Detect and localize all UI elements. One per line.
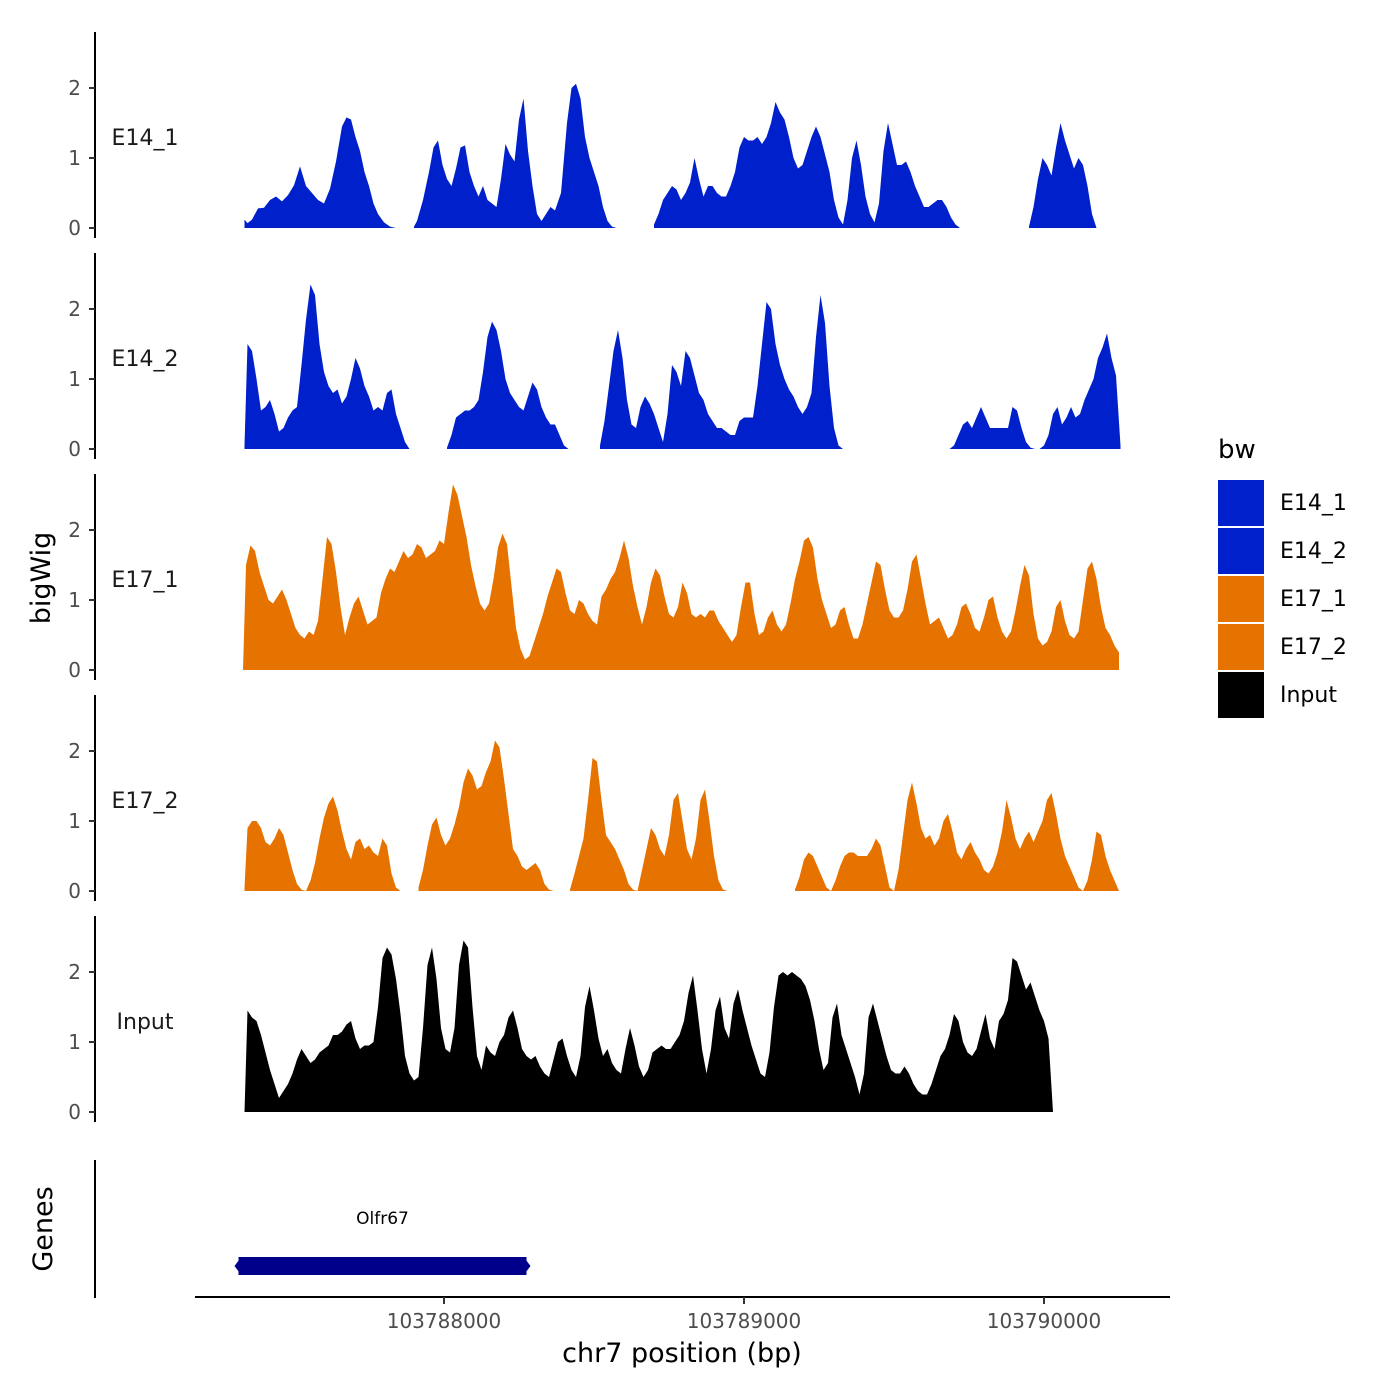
y-tick-label: 0 [68,658,81,682]
track-panels: 0 1 2 E14_1 0 1 2 E14_2 0 1 2 E17_1 0 1 2 E17_2 0 1 2 Input [68,32,1121,1124]
coverage-area-e17_2 [570,758,737,891]
coverage-area-e14_1 [654,102,1019,228]
legend-title: bw [1218,435,1256,465]
track-e14_2: 0 1 2 E14_2 [68,253,1121,461]
coverage-area-e17_2 [244,796,419,891]
y-tick-label: 2 [68,739,81,763]
gene-start-cap [234,1258,241,1274]
x-axis-title: chr7 position (bp) [562,1338,802,1369]
x-tick-label: 103788000 [387,1309,502,1333]
legend-label: E14_2 [1280,539,1347,564]
gene-end-cap [524,1258,531,1274]
coverage-area-e17_2 [418,740,563,891]
track-label: Input [117,1010,174,1035]
track-e17_1: 0 1 2 E17_1 [68,474,1119,682]
x-tick-label: 103789000 [687,1309,802,1333]
track-e17_2: 0 1 2 E17_2 [68,695,1119,903]
coverage-area-e14_2 [846,333,1121,449]
legend-label: E17_2 [1280,635,1347,660]
y-tick-label: 1 [68,146,81,170]
legend-label: E17_1 [1280,587,1347,612]
y-tick-label: 1 [68,809,81,833]
legend: bw E14_1 E14_2 E17_1 E17_2 Input [1218,435,1347,718]
coverage-area-e14_2 [244,284,441,449]
coverage-area-e14_2 [447,321,573,449]
legend-label: Input [1280,683,1337,708]
track-label: E14_1 [112,126,179,151]
coverage-area-e17_2 [795,782,1119,891]
x-ticks: 103788000 103789000 103790000 [387,1297,1102,1333]
coverage-area-e14_2 [600,295,866,449]
gene-label: Olfr67 [356,1209,409,1229]
gene-body [238,1257,527,1275]
y-tick-label: 2 [68,518,81,542]
track-e14_1: 0 1 2 E14_1 [68,32,1097,240]
track-label: E17_2 [112,789,179,814]
y-tick-label: 1 [68,367,81,391]
legend-swatch [1218,528,1264,574]
y-tick-label: 1 [68,588,81,612]
legend-swatch [1218,480,1264,526]
y-tick-label: 0 [68,216,81,240]
y-tick-label: 1 [68,1030,81,1054]
track-label: E14_2 [112,347,179,372]
legend-swatch [1218,624,1264,670]
coverage-area-e14_1 [1029,123,1097,228]
track-label: E17_1 [112,568,179,593]
y-axis-title: bigWig [26,532,57,625]
legend-swatch [1218,672,1264,718]
y-tick-label: 2 [68,297,81,321]
y-tick-label: 0 [68,879,81,903]
legend-label: E14_1 [1280,491,1347,516]
legend-items: E14_1 E14_2 E17_1 E17_2 Input [1218,480,1347,718]
x-tick-label: 103790000 [987,1309,1102,1333]
y-tick-label: 2 [68,960,81,984]
y-tick-label: 0 [68,1100,81,1124]
coverage-area-e17_1 [243,484,1119,670]
coverage-area-input [244,940,1053,1112]
y-tick-label: 2 [68,76,81,100]
legend-swatch [1218,576,1264,622]
y-tick-label: 0 [68,437,81,461]
genes-axis-label: Genes [28,1186,59,1271]
coverage-area-e14_1 [244,117,398,228]
gene-panel: Genes Olfr67 [28,1160,531,1298]
coverage-area-e14_1 [414,83,633,228]
x-axis: 103788000 103789000 103790000 chr7 positio… [195,1296,1170,1369]
track-input: 0 1 2 Input [68,916,1053,1124]
